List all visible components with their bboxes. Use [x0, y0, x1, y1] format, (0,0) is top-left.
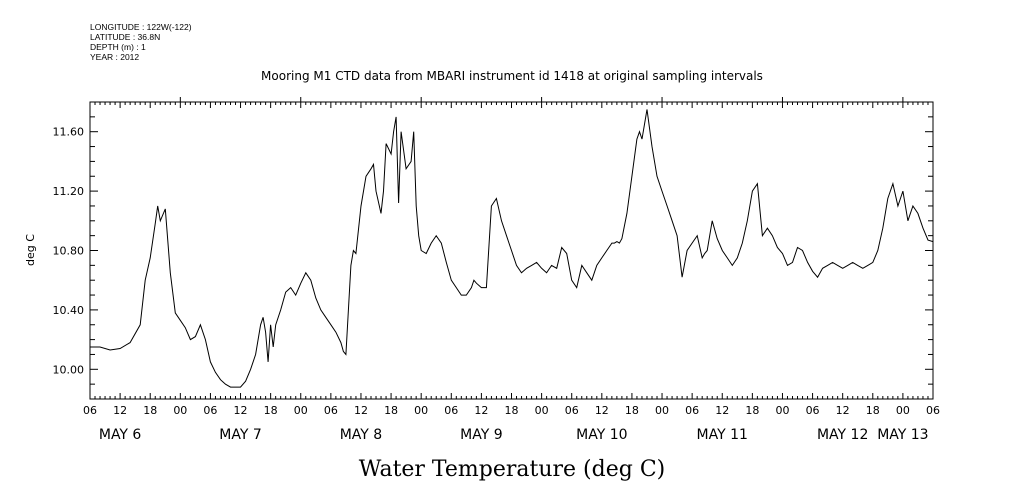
- x-tick-label: 00: [414, 404, 428, 417]
- x-tick-label: 06: [565, 404, 579, 417]
- x-tick-label: 18: [625, 404, 639, 417]
- x-tick-label: 06: [806, 404, 820, 417]
- y-axis-label: deg C: [24, 234, 37, 266]
- x-tick-label: 06: [83, 404, 97, 417]
- x-axis-label: Water Temperature (deg C): [359, 457, 666, 482]
- x-tick-label: 00: [294, 404, 308, 417]
- y-tick-label: 10.40: [53, 304, 85, 317]
- x-day-label: MAY 6: [99, 427, 142, 443]
- x-tick-label: 18: [505, 404, 519, 417]
- x-tick-label: 06: [324, 404, 338, 417]
- x-tick-label: 18: [745, 404, 759, 417]
- longitude-text: LONGITUDE : 122W(-122): [90, 22, 192, 32]
- x-day-label: MAY 11: [697, 427, 748, 443]
- x-day-label: MAY 12: [817, 427, 868, 443]
- x-tick-label: 06: [203, 404, 217, 417]
- x-tick-label: 00: [173, 404, 187, 417]
- x-tick-label: 00: [655, 404, 669, 417]
- x-tick-label: 12: [474, 404, 488, 417]
- temperature-series-line: [90, 109, 934, 388]
- x-day-label: MAY 9: [460, 427, 502, 443]
- y-tick-label: 10.80: [53, 245, 85, 258]
- x-tick-label: 12: [113, 404, 127, 417]
- x-tick-label: 12: [836, 404, 850, 417]
- year-text: YEAR : 2012: [90, 52, 140, 62]
- x-tick-label: 18: [866, 404, 880, 417]
- depth-text: DEPTH (m) : 1: [90, 42, 146, 52]
- x-tick-label: 18: [264, 404, 278, 417]
- axis-ticks: [89, 97, 934, 400]
- x-tick-label: 06: [685, 404, 699, 417]
- x-tick-label: 00: [535, 404, 549, 417]
- x-tick-label: 12: [234, 404, 248, 417]
- x-tick-label: 00: [896, 404, 910, 417]
- latitude-text: LATITUDE : 36.8N: [90, 32, 161, 42]
- x-day-label: MAY 13: [877, 427, 928, 443]
- y-tick-label: 11.20: [53, 185, 85, 198]
- y-tick-label: 11.60: [53, 126, 85, 139]
- y-tick-label: 10.00: [53, 363, 85, 376]
- x-tick-label: 06: [926, 404, 940, 417]
- metadata-block: LONGITUDE : 122W(-122) LATITUDE : 36.8N …: [90, 22, 192, 62]
- x-tick-label: 06: [444, 404, 458, 417]
- x-tick-label: 00: [775, 404, 789, 417]
- x-tick-label: 18: [143, 404, 157, 417]
- x-day-label: MAY 10: [576, 427, 627, 443]
- x-day-label: MAY 7: [219, 427, 261, 443]
- chart-title: Mooring M1 CTD data from MBARI instrumen…: [261, 69, 763, 83]
- x-tick-label: 12: [354, 404, 368, 417]
- axis-labels: 06 12 18 00 06 12 18 00 06 12 18 00 06 12 18 00 06 12 18 00…: [53, 126, 941, 443]
- x-tick-label: 18: [384, 404, 398, 417]
- x-day-label: MAY 8: [340, 427, 382, 443]
- x-tick-label: 12: [595, 404, 609, 417]
- x-tick-label: 12: [715, 404, 729, 417]
